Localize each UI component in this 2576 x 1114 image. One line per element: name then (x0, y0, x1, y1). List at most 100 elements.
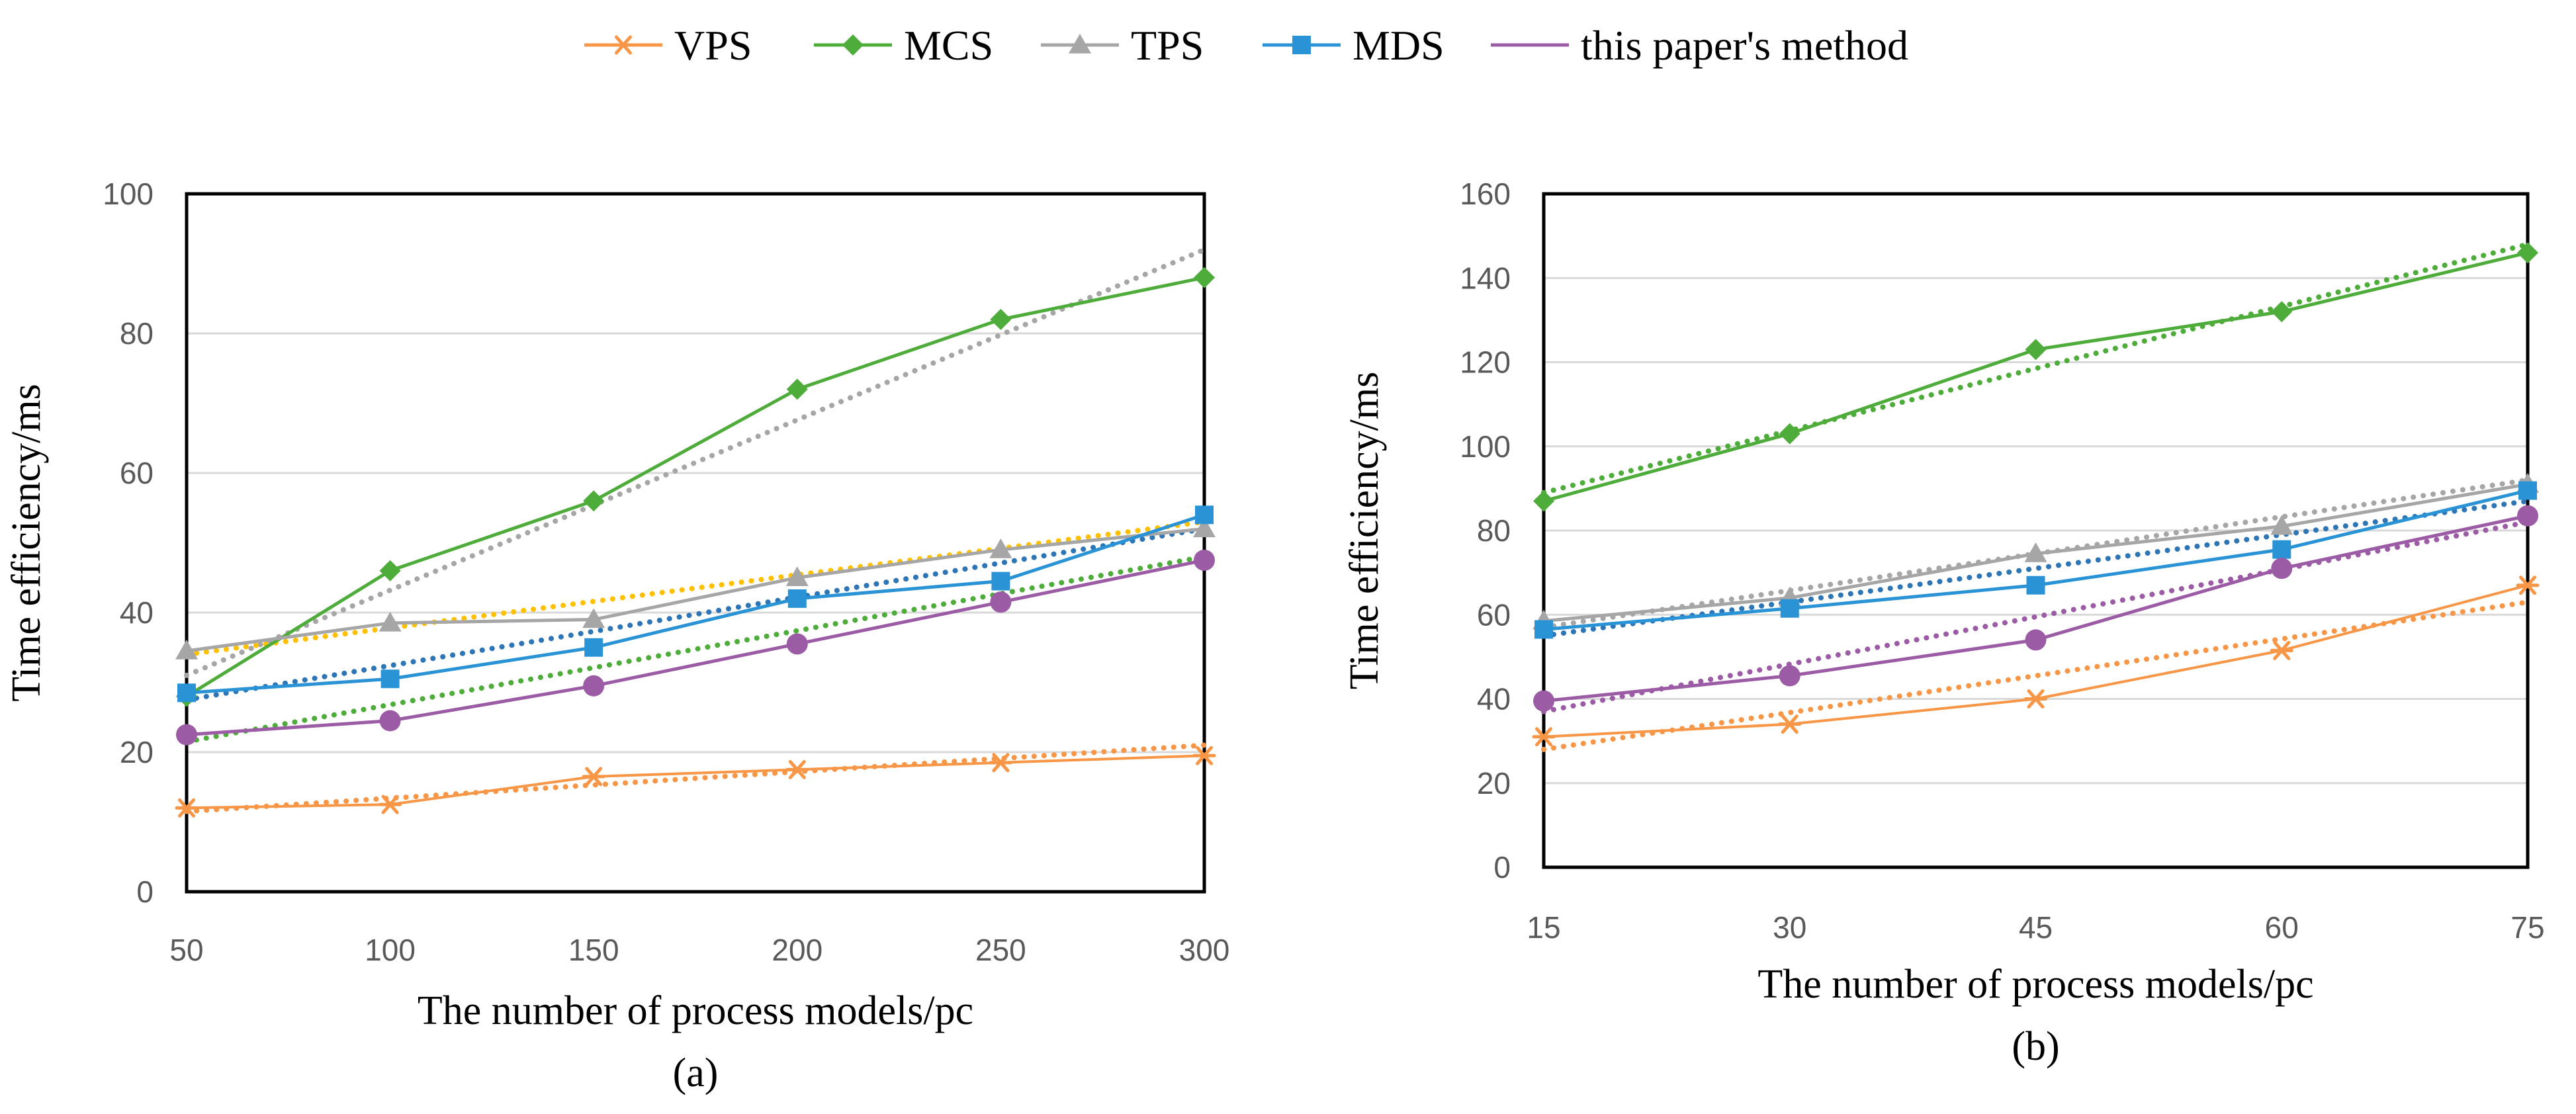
chart-a-point-vps-50 (175, 798, 199, 818)
chart-b-point-tps-45 (2024, 542, 2047, 562)
chart-a-point-tps-250 (989, 538, 1012, 558)
chart-a-point-mcs-300 (1194, 267, 1215, 288)
chart-b-ytick-160: 160 (1460, 177, 1511, 211)
chart-b-point-mcs-45 (2025, 339, 2047, 361)
chart-a-xtick-50: 50 (169, 933, 203, 967)
chart-b-point-mds-30 (1780, 599, 1799, 618)
legend-label-this-papers-method: this paper's method (1581, 22, 1908, 69)
chart-a-point-mds-50 (177, 683, 196, 703)
chart-a-point-mds-300 (1195, 505, 1214, 525)
legend-item-vps: VPS (584, 22, 752, 69)
chart-a-trendline-mcs (184, 247, 1207, 678)
legend-marker-tps (1069, 34, 1091, 54)
legend: VPS MCS TPS MDS this paper's method (584, 22, 1908, 69)
chart-a-point-vps-150 (582, 767, 605, 787)
chart-a-ytick-100: 100 (103, 177, 154, 211)
chart-b-series-mcs (1533, 242, 2538, 512)
chart-b-ytick-100: 100 (1460, 429, 1511, 464)
chart-b-xlabel: The number of process models/pc (1757, 962, 2313, 1007)
chart-b-ylabel: Time efficiency/ms (1342, 372, 1387, 689)
chart-a-trendlines (184, 247, 1207, 814)
chart-b-gridlines (1544, 193, 2528, 869)
chart-a-ylabel: Time efficiency/ms (4, 384, 49, 701)
legend-marker-mcs (842, 34, 864, 56)
chart-a-line-tps (186, 527, 1205, 653)
chart-b-ytick-60: 60 (1477, 597, 1511, 632)
chart-a-point-mds-250 (991, 572, 1010, 591)
chart-a-line-mcs (185, 276, 1205, 698)
chart-a-xtick-100: 100 (365, 933, 416, 967)
legend-label-mcs: MCS (904, 22, 993, 69)
chart-a: 0 20 40 60 80 100 50 100 150 200 250 300 Time effici… (4, 177, 1229, 1095)
chart-a-point-mcs-100 (379, 560, 401, 581)
chart-a-point-tps-200 (785, 566, 809, 586)
chart-a-point-vps-300 (1192, 746, 1216, 765)
chart-b-trendline-vps (1541, 599, 2530, 752)
chart-b-ytick-0: 0 (1493, 850, 1511, 884)
legend-label-tps: TPS (1131, 22, 1204, 69)
chart-a-point-vps-250 (989, 753, 1012, 773)
chart-b-xtick-15: 15 (1527, 910, 1560, 945)
chart-a-line-vps (186, 754, 1205, 810)
chart-b: 0 20 40 60 80 100 120 140 160 15 30 45 60 75 Time effi… (1342, 177, 2545, 1069)
chart-a-point-mcs-200 (786, 378, 808, 400)
chart-a-point-this-paper-s-method-50 (176, 724, 197, 746)
chart-a-trendline-this-paper-s-method (184, 554, 1207, 745)
chart-a-point-vps-100 (378, 794, 402, 814)
legend-marker-shape-mds (1292, 36, 1311, 54)
chart-a-trendline-mds (184, 526, 1207, 703)
legend-marker-mds (1292, 36, 1311, 54)
chart-a-series-tps (175, 517, 1216, 660)
chart-b-ytick-140: 140 (1460, 261, 1511, 295)
chart-b-point-vps-30 (1778, 714, 1802, 734)
chart-a-line-mds (186, 513, 1205, 695)
legend-marker-vps (611, 35, 635, 55)
legend-item-tps: TPS (1041, 22, 1204, 69)
chart-a-gridlines (187, 193, 1204, 893)
chart-a-line-this-paper-s-method (186, 558, 1205, 737)
chart-a-trendline-tps (184, 519, 1207, 658)
chart-a-point-tps-50 (175, 640, 198, 660)
chart-b-caption: (b) (2012, 1024, 2059, 1069)
legend-label-mds: MDS (1353, 22, 1444, 69)
chart-b-ytick-20: 20 (1477, 766, 1511, 800)
chart-b-xtick-60: 60 (2265, 910, 2299, 945)
chart-b-point-this-paper-s-method-30 (1779, 665, 1800, 687)
chart-b-trendline-this-paper-s-method (1541, 519, 2530, 714)
chart-a-caption: (a) (673, 1050, 719, 1095)
chart-a-point-this-paper-s-method-200 (786, 633, 808, 655)
chart-b-series-this-paper-s-method (1533, 505, 2538, 712)
chart-b-series-vps (1532, 576, 2540, 747)
chart-b-point-vps-15 (1532, 727, 1556, 747)
chart-b-point-mcs-60 (2271, 301, 2293, 323)
chart-a-point-mds-100 (380, 669, 400, 689)
chart-a-xtick-200: 200 (772, 933, 822, 967)
chart-b-ytick-120: 120 (1460, 345, 1511, 380)
chart-b-trendline-mds (1541, 498, 2530, 639)
chart-a-point-this-paper-s-method-300 (1194, 549, 1215, 571)
chart-b-point-mcs-75 (2517, 242, 2538, 264)
chart-a-trendline-vps (184, 742, 1207, 814)
chart-b-trendline-mcs (1541, 241, 2530, 495)
chart-b-trendlines (1541, 241, 2530, 752)
chart-a-series-this-paper-s-method (176, 549, 1215, 746)
chart-b-point-mcs-15 (1533, 490, 1554, 512)
chart-b-point-tps-60 (2270, 515, 2293, 535)
chart-a-point-mds-150 (584, 638, 603, 657)
chart-b-ytick-40: 40 (1477, 682, 1511, 716)
chart-b-point-mds-75 (2518, 481, 2537, 500)
chart-a-series-vps (175, 746, 1216, 818)
chart-a-xtick-150: 150 (568, 933, 619, 967)
chart-b-point-mds-15 (1534, 620, 1553, 639)
chart-a-point-mcs-150 (583, 490, 605, 512)
chart-b-xtick-30: 30 (1773, 910, 1806, 945)
chart-a-point-tps-100 (378, 611, 402, 632)
chart-b-point-this-paper-s-method-60 (2271, 558, 2293, 579)
chart-b-point-vps-60 (2270, 640, 2293, 660)
chart-a-ytick-0: 0 (136, 875, 154, 909)
chart-a-point-mds-200 (787, 589, 807, 608)
chart-b-plot-frame (1542, 192, 2530, 869)
chart-b-point-vps-75 (2516, 576, 2540, 595)
chart-a-point-tps-300 (1193, 517, 1216, 538)
chart-b-ytick-80: 80 (1477, 513, 1511, 548)
